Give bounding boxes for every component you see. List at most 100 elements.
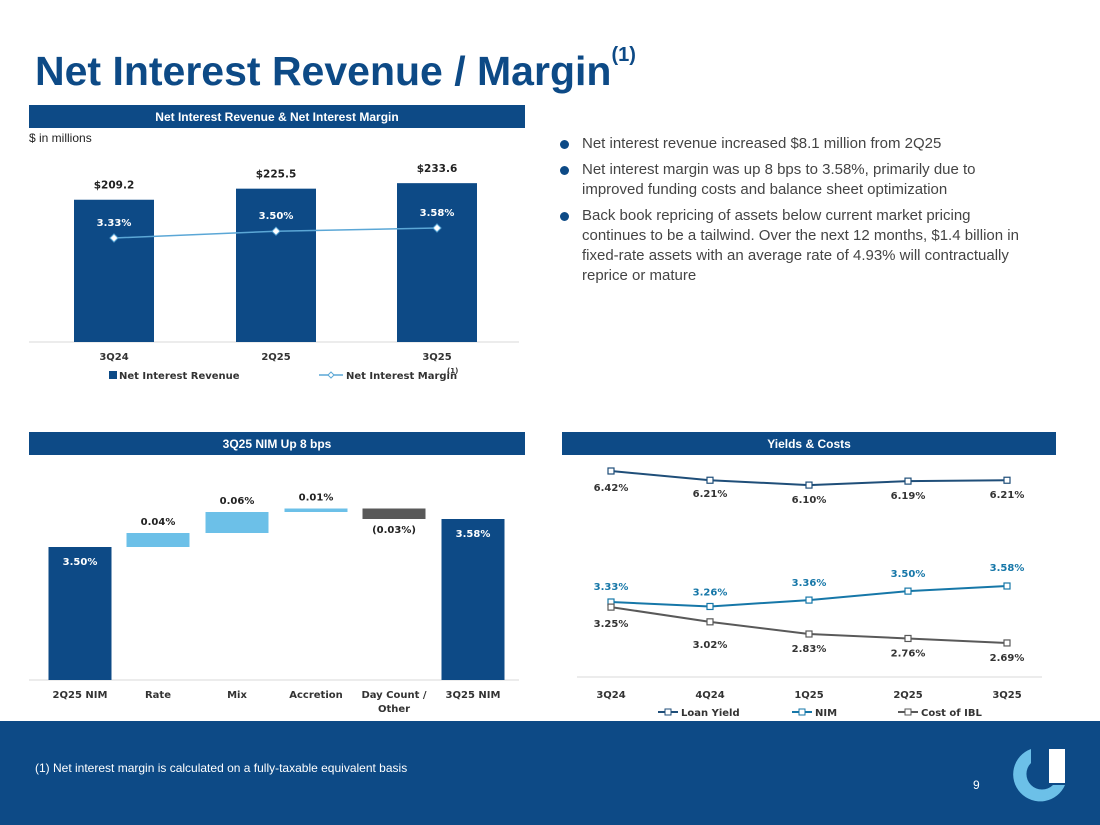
bar-net-interest-revenue	[74, 199, 154, 342]
legend-label: Net Interest Margin	[346, 371, 457, 382]
bullet-text: Back book repricing of assets below curr…	[582, 207, 1019, 284]
bullet-text: Net interest margin was up 8 bps to 3.58…	[582, 161, 976, 198]
line-value-label: 3.26%	[693, 587, 728, 598]
x-tick-label: 2Q25	[893, 690, 922, 701]
point-cost-of-ibl	[607, 603, 615, 611]
point-nim	[904, 587, 912, 595]
waterfall-bar	[48, 547, 112, 680]
waterfall-value-label: 3.50%	[63, 557, 98, 568]
line-value-label: 2.76%	[891, 648, 926, 659]
bar-net-interest-revenue	[397, 183, 477, 342]
logo-arc	[1013, 749, 1065, 802]
line-value-label: 6.19%	[891, 491, 926, 502]
point-nim	[706, 602, 714, 611]
legend-label: NIM	[815, 708, 837, 719]
legend-label: Cost of IBL	[921, 708, 982, 719]
chart1-unit-label: $ in millions	[29, 131, 92, 145]
bar-value-label: $209.2	[94, 180, 135, 192]
waterfall-value-label: 0.04%	[141, 517, 176, 528]
bar-value-label: $225.5	[256, 169, 297, 181]
line-value-label: 3.50%	[891, 569, 926, 580]
point-nim	[1003, 582, 1011, 590]
waterfall-value-label: 0.06%	[220, 496, 255, 507]
chart3-header: Yields & Costs	[562, 432, 1056, 455]
x-tick-label: 3Q24	[596, 690, 625, 701]
yields-costs-chart: 6.42% 6.21% 6.10% 6.19% 6.21% 3.33% 3.26% 3.36%…	[577, 467, 1042, 719]
revenue-margin-chart: $209.2 $225.5 $233.6 3.33% 3.50% 3.58% 3Q24 2Q2…	[29, 163, 519, 382]
footnote-text: (1) Net interest margin is calculated on…	[35, 761, 408, 775]
x-tick-label: 2Q25	[261, 352, 290, 363]
company-logo-icon	[1013, 749, 1065, 802]
x-tick-label: Accretion	[289, 690, 343, 701]
point-cost-of-ibl	[805, 630, 813, 638]
legend-swatch-net-interest-revenue	[109, 371, 117, 379]
x-tick-label: 2Q25 NIM	[53, 690, 108, 701]
page-title-text: Net Interest Revenue / Margin	[35, 48, 612, 94]
x-tick-label: 3Q24	[99, 352, 128, 363]
waterfall-value-label: 3.58%	[456, 529, 491, 540]
bullet-dot-icon	[560, 212, 569, 221]
page-number: 9	[973, 778, 980, 792]
legend-marker-net-interest-margin	[327, 371, 335, 379]
nim-waterfall-chart: 3.50% 0.04% 0.06% 0.01% (0.03%) 3.58% 2Q25 NIM…	[29, 493, 519, 715]
line-value-label: 3.02%	[693, 640, 728, 651]
legend-footnote-mark: (1)	[447, 367, 458, 375]
x-tick-label: Other	[378, 704, 410, 715]
point-loan-yield	[706, 476, 714, 484]
waterfall-bar	[441, 519, 505, 680]
bullet-item: Net interest margin was up 8 bps to 3.58…	[558, 160, 1033, 200]
bullet-item: Net interest revenue increased $8.1 mill…	[558, 134, 1033, 154]
legend-label: Net Interest Revenue	[119, 371, 240, 382]
x-tick-label: 3Q25 NIM	[446, 690, 501, 701]
logo-bar	[1049, 749, 1065, 783]
point-net-interest-margin	[109, 233, 119, 243]
bar-net-interest-revenue	[236, 188, 316, 342]
legend-marker-nim	[798, 708, 806, 716]
point-net-interest-margin	[271, 226, 281, 236]
line-value-label: 3.33%	[594, 582, 629, 593]
point-loan-yield	[904, 477, 912, 485]
waterfall-bar	[205, 512, 269, 533]
point-cost-of-ibl	[706, 618, 714, 626]
legend-marker-loan-yield	[664, 708, 672, 716]
x-tick-label: Mix	[227, 690, 247, 701]
bullet-item: Back book repricing of assets below curr…	[558, 206, 1033, 286]
x-tick-label: 1Q25	[794, 690, 823, 701]
waterfall-bar	[362, 508, 426, 519]
x-tick-label: Rate	[145, 690, 171, 701]
bar-value-label: $233.6	[417, 163, 458, 175]
point-cost-of-ibl	[1003, 639, 1011, 647]
line-value-label: 6.21%	[990, 490, 1025, 501]
point-loan-yield	[805, 481, 813, 489]
line-value-label: 2.69%	[990, 653, 1025, 664]
x-tick-label: 4Q24	[695, 690, 724, 701]
page-title: Net Interest Revenue / Margin(1)	[35, 44, 636, 95]
page-title-footnote-mark: (1)	[611, 44, 636, 66]
line-value-label: 6.21%	[693, 489, 728, 500]
point-nim	[805, 596, 813, 604]
chart1-header: Net Interest Revenue & Net Interest Marg…	[29, 105, 525, 128]
bullet-dot-icon	[560, 140, 569, 149]
point-loan-yield	[607, 467, 615, 475]
bullet-dot-icon	[560, 166, 569, 175]
chart2-header: 3Q25 NIM Up 8 bps	[29, 432, 525, 455]
line-value-label: 3.58%	[420, 208, 455, 219]
point-loan-yield	[1003, 476, 1011, 484]
point-net-interest-margin	[432, 223, 442, 233]
waterfall-bar	[126, 533, 190, 547]
line-value-label: 6.42%	[594, 483, 629, 494]
line-value-label: 3.50%	[259, 211, 294, 222]
x-tick-label: 3Q25	[992, 690, 1021, 701]
x-tick-label: 3Q25	[422, 352, 451, 363]
footer-band	[0, 721, 1100, 825]
bullet-text: Net interest revenue increased $8.1 mill…	[582, 135, 942, 152]
line-value-label: 3.36%	[792, 578, 827, 589]
legend-marker-cost-of-ibl	[904, 708, 912, 716]
x-tick-label: Day Count /	[361, 690, 426, 701]
waterfall-bar	[284, 508, 348, 512]
line-value-label: 2.83%	[792, 644, 827, 655]
line-value-label: 3.58%	[990, 563, 1025, 574]
point-cost-of-ibl	[904, 634, 912, 643]
line-value-label: 3.33%	[97, 218, 132, 229]
waterfall-value-label: 0.01%	[299, 493, 334, 504]
